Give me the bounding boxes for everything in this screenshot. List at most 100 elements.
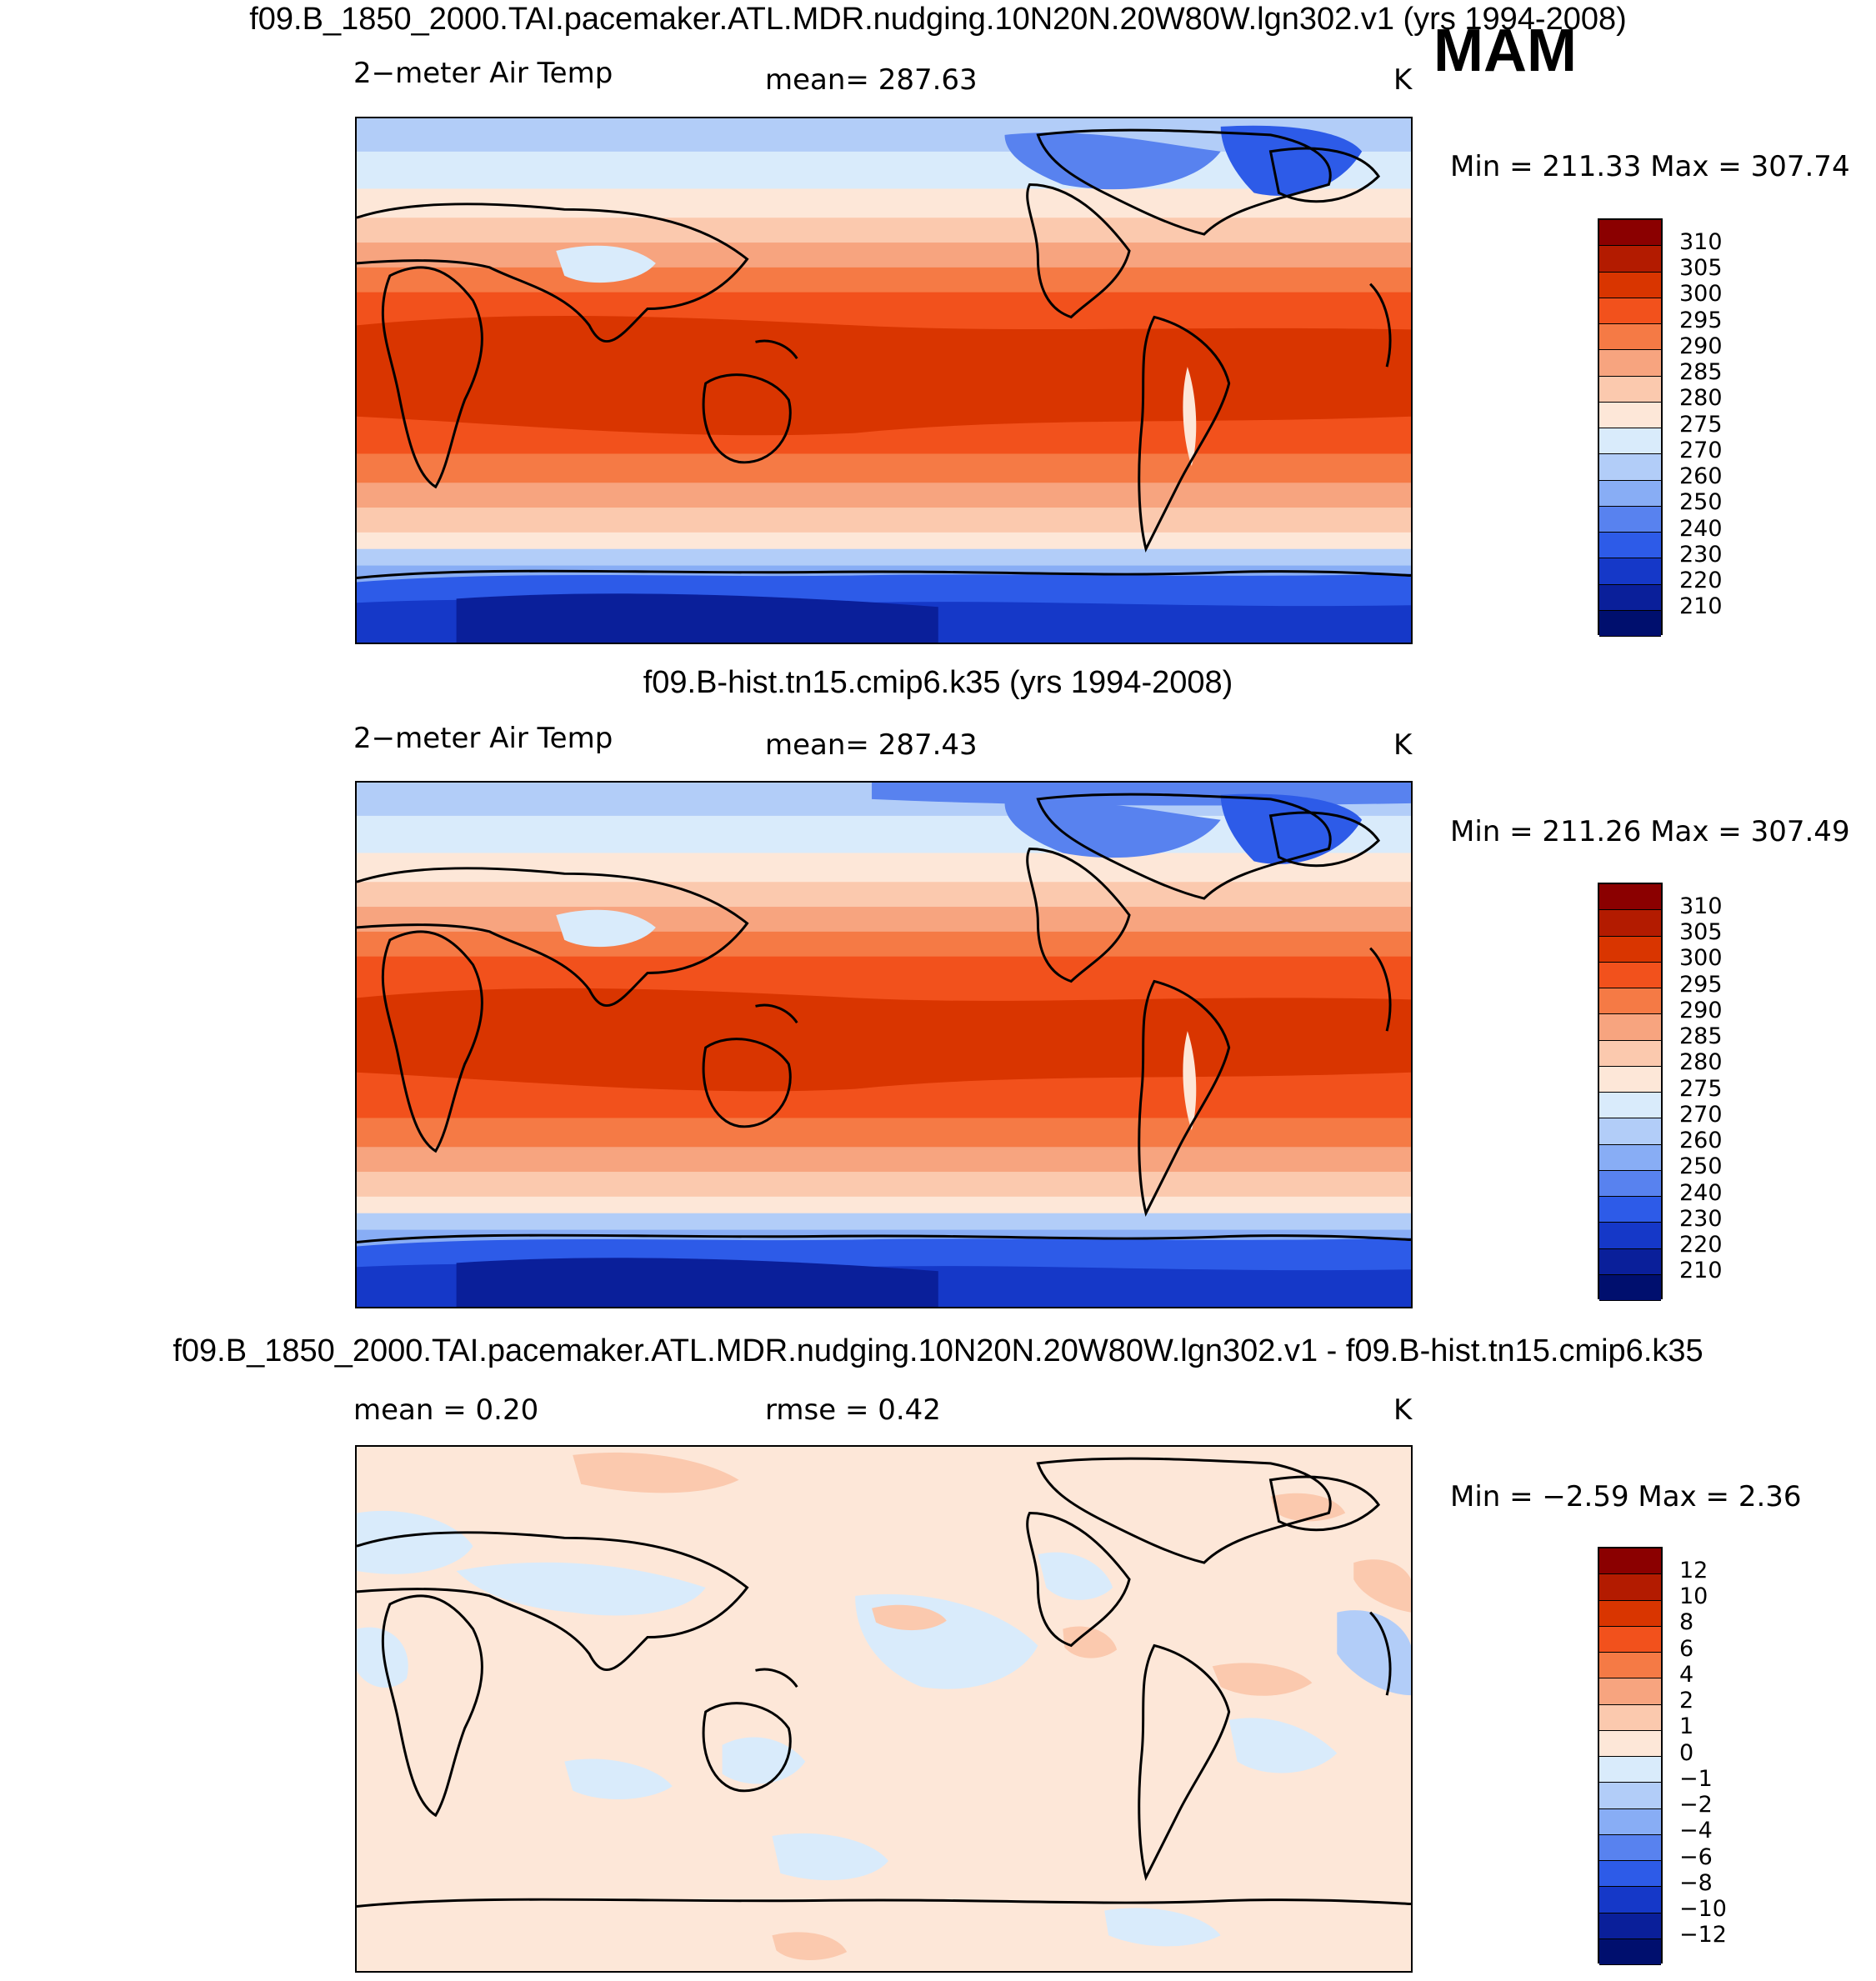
- colorbar-swatch: [1599, 376, 1661, 403]
- colorbar-swatch: [1599, 962, 1661, 988]
- colorbar-swatch: [1599, 1913, 1661, 1939]
- colorbar-swatch: [1599, 324, 1661, 351]
- colorbar-tick-label: 290: [1679, 333, 1723, 359]
- colorbar-swatch: [1599, 1600, 1661, 1627]
- colorbar-tick-label: −8: [1679, 1870, 1713, 1896]
- colorbar-swatch: [1599, 1144, 1661, 1171]
- colorbar-tick-label: 250: [1679, 1153, 1723, 1179]
- colorbar-swatch: [1599, 1548, 1661, 1575]
- colorbar-swatch: [1599, 1014, 1661, 1041]
- colorbar-tick-label: 310: [1679, 229, 1723, 255]
- colorbar-tick-label: −10: [1679, 1896, 1727, 1922]
- colorbar-tick-label: 4: [1679, 1662, 1694, 1688]
- colorbar-tick-label: 275: [1679, 1076, 1723, 1102]
- colorbar-swatch: [1599, 1040, 1661, 1067]
- colorbar-tick-label: 300: [1679, 281, 1723, 307]
- colorbar-swatch: [1599, 1626, 1661, 1653]
- colorbar-swatch: [1599, 272, 1661, 298]
- colorbar-tick-label: 285: [1679, 359, 1723, 385]
- panel-2-mean-label: mean= 287.43: [765, 728, 978, 762]
- colorbar-swatch: [1599, 884, 1661, 911]
- panel-1-units-label: K: [1393, 63, 1413, 97]
- colorbar-tick-label: 305: [1679, 919, 1723, 945]
- panel-2-map: [355, 781, 1413, 1308]
- colorbar-tick-label: 300: [1679, 945, 1723, 971]
- colorbar-swatch: [1599, 1808, 1661, 1835]
- colorbar-swatch: [1599, 584, 1661, 611]
- colorbar-tick-label: 220: [1679, 568, 1723, 593]
- panel-3-mean-label: mean = 0.20: [353, 1393, 539, 1427]
- colorbar-swatch: [1599, 298, 1661, 324]
- panel-1-variable-label: 2−meter Air Temp: [353, 57, 613, 90]
- colorbar-swatch: [1599, 1861, 1661, 1888]
- colorbar-swatch: [1599, 480, 1661, 507]
- colorbar-swatch: [1599, 1730, 1661, 1757]
- colorbar-swatch: [1599, 1223, 1661, 1249]
- panel-2-title: f09.B-hist.tn15.cmip6.k35 (yrs 1994-2008…: [643, 665, 1233, 700]
- colorbar-swatch: [1599, 1574, 1661, 1601]
- colorbar-swatch: [1599, 350, 1661, 377]
- colorbar-tick-label: −4: [1679, 1818, 1713, 1843]
- colorbar-tick-label: 260: [1679, 463, 1723, 489]
- colorbar-tick-label: 240: [1679, 1180, 1723, 1206]
- colorbar-tick-label: 250: [1679, 489, 1723, 515]
- panel-2-colorbar: [1598, 883, 1663, 1301]
- colorbar-swatch: [1599, 1066, 1661, 1093]
- colorbar-swatch: [1599, 1118, 1661, 1145]
- panel-1-title: f09.B_1850_2000.TAI.pacemaker.ATL.MDR.nu…: [249, 2, 1627, 37]
- colorbar-swatch: [1599, 1704, 1661, 1731]
- colorbar-swatch: [1599, 1197, 1661, 1223]
- colorbar-tick-label: 10: [1679, 1583, 1708, 1609]
- panel-2-minmax-label: Min = 211.26 Max = 307.49: [1450, 815, 1850, 848]
- panel-1-map: [355, 117, 1413, 644]
- colorbar-tick-label: 8: [1679, 1609, 1694, 1635]
- colorbar-tick-label: 295: [1679, 308, 1723, 333]
- panel-3-rmse-label: rmse = 0.42: [765, 1393, 941, 1427]
- season-label: MAM: [1433, 18, 1577, 84]
- colorbar-swatch: [1599, 1887, 1661, 1913]
- colorbar-swatch: [1599, 1757, 1661, 1783]
- panel-1-mean-label: mean= 287.63: [765, 63, 978, 97]
- colorbar-tick-label: 280: [1679, 385, 1723, 411]
- colorbar-tick-label: 270: [1679, 1102, 1723, 1128]
- colorbar-swatch: [1599, 220, 1661, 247]
- colorbar-tick-label: −1: [1679, 1766, 1713, 1792]
- panel-3-colorbar: [1598, 1547, 1663, 1965]
- colorbar-tick-label: 305: [1679, 255, 1723, 281]
- colorbar-tick-label: 260: [1679, 1128, 1723, 1153]
- colorbar-swatch: [1599, 1274, 1661, 1301]
- panel-3-map-field: [357, 1447, 1411, 1971]
- colorbar-tick-label: 210: [1679, 1258, 1723, 1283]
- colorbar-tick-label: 310: [1679, 893, 1723, 919]
- panel-3-map: [355, 1445, 1413, 1973]
- panel-1-minmax-label: Min = 211.33 Max = 307.74: [1450, 150, 1850, 183]
- colorbar-tick-label: 210: [1679, 593, 1723, 619]
- colorbar-tick-label: 230: [1679, 1206, 1723, 1232]
- colorbar-swatch: [1599, 1248, 1661, 1275]
- colorbar-swatch: [1599, 1678, 1661, 1705]
- colorbar-swatch: [1599, 610, 1661, 637]
- colorbar-tick-label: 290: [1679, 998, 1723, 1023]
- colorbar-swatch: [1599, 1170, 1661, 1197]
- colorbar-swatch: [1599, 558, 1661, 585]
- colorbar-swatch: [1599, 246, 1661, 273]
- colorbar-tick-label: 270: [1679, 438, 1723, 463]
- colorbar-swatch: [1599, 1093, 1661, 1119]
- colorbar-tick-label: 275: [1679, 412, 1723, 438]
- colorbar-swatch: [1599, 1653, 1661, 1679]
- colorbar-swatch: [1599, 428, 1661, 455]
- colorbar-tick-label: 220: [1679, 1232, 1723, 1258]
- colorbar-swatch: [1599, 454, 1661, 481]
- colorbar-tick-label: 240: [1679, 516, 1723, 542]
- colorbar-swatch: [1599, 1834, 1661, 1861]
- colorbar-tick-label: −6: [1679, 1844, 1713, 1870]
- panel-3-minmax-label: Min = −2.59 Max = 2.36: [1450, 1480, 1802, 1513]
- colorbar-swatch: [1599, 936, 1661, 963]
- colorbar-tick-label: 1: [1679, 1713, 1694, 1739]
- panel-3-units-label: K: [1393, 1393, 1413, 1427]
- colorbar-swatch: [1599, 988, 1661, 1015]
- colorbar-tick-label: 6: [1679, 1636, 1694, 1662]
- panel-3-title: f09.B_1850_2000.TAI.pacemaker.ATL.MDR.nu…: [173, 1333, 1703, 1368]
- panel-2-map-field: [357, 783, 1411, 1307]
- panel-2-units-label: K: [1393, 728, 1413, 762]
